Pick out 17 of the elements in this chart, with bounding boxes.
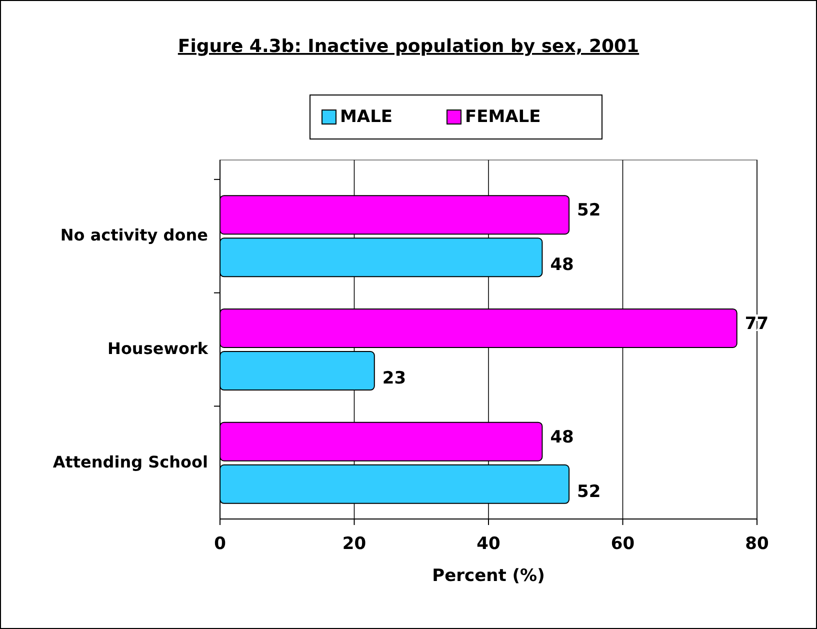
x-tick-label: 80 xyxy=(745,534,769,554)
data-label: 48 xyxy=(550,427,574,448)
y-tick-label: Attending School xyxy=(52,452,208,472)
data-label: 23 xyxy=(382,368,406,388)
x-tick-label: 60 xyxy=(610,534,635,554)
legend-label: FEMALE xyxy=(465,107,541,127)
y-tick-label: Housework xyxy=(108,338,208,358)
legend-label: MALE xyxy=(340,107,393,127)
y-tick-label: No activity done xyxy=(60,225,208,244)
data-label: 52 xyxy=(577,482,601,502)
x-tick-label: 40 xyxy=(476,534,500,554)
x-tick-label: 0 xyxy=(214,534,226,554)
x-tick-label: 20 xyxy=(342,534,366,554)
x-axis-title: Percent (%) xyxy=(432,566,545,586)
data-label: 48 xyxy=(550,255,574,276)
data-label: 52 xyxy=(577,200,601,221)
chart-title: Figure 4.3b: Inactive population by sex, 2001 xyxy=(178,36,640,57)
